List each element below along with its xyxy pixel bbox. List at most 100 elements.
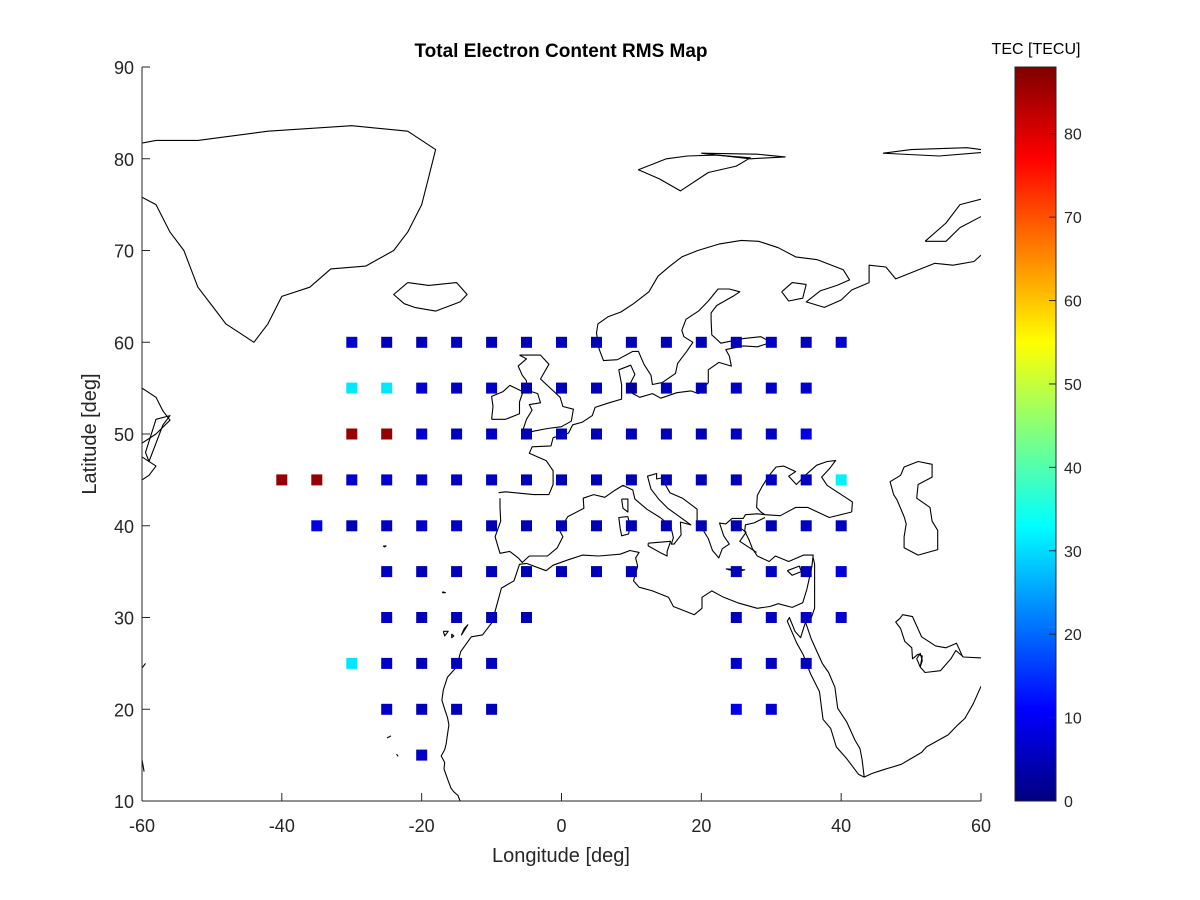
- coastline-17: [738, 526, 757, 553]
- coastline-7: [498, 239, 981, 496]
- data-point: [591, 336, 602, 348]
- data-point: [660, 336, 672, 348]
- data-point: [835, 612, 847, 623]
- y-tick-label: 30: [114, 609, 134, 629]
- coastline-27: [442, 630, 449, 637]
- x-tick-label: 40: [831, 816, 851, 836]
- data-point: [835, 520, 847, 532]
- coastline-26: [451, 633, 455, 639]
- data-point: [625, 520, 637, 532]
- data-point: [556, 520, 567, 532]
- data-point: [521, 520, 532, 532]
- data-point: [695, 474, 707, 486]
- y-tick-label: 60: [114, 333, 134, 353]
- data-point: [730, 382, 742, 394]
- colorbar-tick-label: 60: [1064, 294, 1082, 311]
- data-point: [835, 566, 847, 578]
- coastline-25: [442, 591, 446, 594]
- data-point: [451, 428, 463, 440]
- data-point: [556, 566, 567, 578]
- data-point: [486, 336, 498, 348]
- data-point: [486, 566, 498, 578]
- coastline-22: [916, 652, 923, 668]
- data-point: [521, 382, 532, 394]
- coastline-11: [440, 517, 814, 801]
- data-point: [730, 566, 742, 578]
- data-point: [556, 336, 567, 348]
- data-point: [381, 566, 393, 578]
- data-points-layer: [276, 336, 847, 761]
- coastline-34: [883, 147, 981, 157]
- data-point: [800, 657, 812, 669]
- data-point: [451, 382, 463, 394]
- data-point: [521, 566, 532, 578]
- colorbar-title: TEC [TECU]: [992, 41, 1081, 58]
- data-point: [521, 428, 532, 440]
- colorbar-tick-label: 30: [1064, 544, 1082, 561]
- coastline-4: [142, 456, 157, 481]
- data-point: [416, 703, 428, 715]
- data-point: [800, 566, 812, 578]
- data-point: [521, 336, 532, 348]
- data-point: [730, 612, 742, 623]
- coastline-9: [494, 472, 852, 564]
- data-point: [346, 520, 358, 532]
- coastline-6: [491, 384, 524, 420]
- data-point: [800, 428, 812, 440]
- data-point: [416, 382, 428, 394]
- data-point: [730, 474, 742, 486]
- colorbar-bar: [1014, 66, 1057, 802]
- data-point: [381, 428, 393, 440]
- data-point: [381, 474, 393, 486]
- coastline-35: [142, 663, 146, 669]
- coastline-29: [386, 735, 392, 739]
- colorbar-tick-label: 70: [1064, 210, 1082, 227]
- colorbar-tick-label: 50: [1064, 377, 1082, 394]
- y-tick-label: 50: [114, 425, 134, 445]
- data-point: [311, 474, 323, 486]
- data-point: [521, 474, 532, 486]
- data-point: [765, 382, 777, 394]
- data-point: [730, 703, 742, 715]
- coastline-33: [701, 152, 786, 160]
- coastline-24: [382, 545, 387, 548]
- coastline-31: [637, 154, 751, 192]
- x-tick-label: -60: [129, 816, 155, 836]
- data-point: [381, 336, 393, 348]
- data-point: [695, 428, 707, 440]
- data-point: [625, 336, 637, 348]
- data-point: [381, 382, 393, 394]
- colorbar-tick-label: 40: [1064, 460, 1082, 477]
- data-point: [625, 428, 637, 440]
- coastline-32: [924, 198, 981, 242]
- data-point: [730, 428, 742, 440]
- data-point: [660, 520, 672, 532]
- data-point: [765, 336, 777, 348]
- x-tick-label: -20: [409, 816, 435, 836]
- colorbar-tick-label: 80: [1064, 127, 1082, 144]
- data-point: [730, 657, 742, 669]
- data-point: [835, 474, 847, 486]
- data-point: [451, 474, 463, 486]
- data-point: [451, 566, 463, 578]
- y-tick-label: 90: [114, 58, 134, 78]
- x-tick-label: 0: [556, 816, 566, 836]
- data-point: [416, 428, 428, 440]
- data-point: [800, 474, 812, 486]
- data-point: [835, 336, 847, 348]
- data-point: [800, 612, 812, 623]
- plot-area: [142, 67, 981, 801]
- data-point: [416, 657, 428, 669]
- coastline-19: [804, 621, 865, 778]
- data-point: [381, 703, 393, 715]
- data-point: [765, 428, 777, 440]
- y-tick-label: 20: [114, 700, 134, 720]
- chart-title: Total Electron Content RMS Map: [414, 41, 707, 62]
- data-point: [695, 382, 707, 394]
- data-point: [416, 566, 428, 578]
- data-point: [625, 474, 637, 486]
- coastline-14: [621, 498, 629, 513]
- coastline-21: [895, 614, 981, 674]
- data-point: [451, 657, 463, 669]
